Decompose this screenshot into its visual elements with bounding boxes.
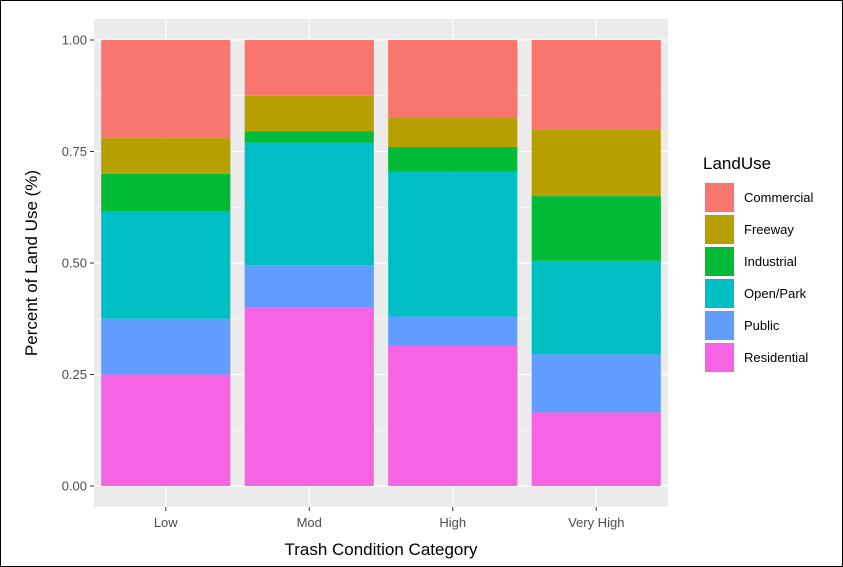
legend-title: LandUse xyxy=(703,154,771,173)
bar-segment-open-park xyxy=(101,211,231,319)
bar-segment-commercial xyxy=(531,40,661,130)
bar-segment-commercial xyxy=(101,40,231,139)
bar-segment-industrial xyxy=(101,173,231,212)
legend-swatch xyxy=(705,311,734,340)
y-tick-label: 0.50 xyxy=(62,256,87,271)
legend-swatch xyxy=(705,279,734,308)
bar-segment-public xyxy=(101,318,231,375)
legend-label: Residential xyxy=(744,350,808,365)
legend-label: Open/Park xyxy=(744,286,807,301)
bar-segment-public xyxy=(531,354,661,413)
bar-segment-open-park xyxy=(388,171,518,317)
bar-segment-public xyxy=(388,316,518,346)
bar-segment-freeway xyxy=(388,118,518,148)
x-tick-label: Mod xyxy=(297,515,322,530)
y-tick-label: 1.00 xyxy=(62,33,87,48)
bar-segment-industrial xyxy=(244,131,374,143)
bar-segment-industrial xyxy=(531,196,661,261)
legend-swatch xyxy=(705,343,734,372)
y-tick-label: 0.25 xyxy=(62,367,87,382)
legend-label: Industrial xyxy=(744,254,797,269)
x-tick-label: Very High xyxy=(568,515,624,530)
legend-swatch xyxy=(705,247,734,276)
bar-segment-residential xyxy=(388,345,518,486)
legend-swatch xyxy=(705,183,734,212)
bar-segment-open-park xyxy=(531,260,661,355)
bar-segment-open-park xyxy=(244,142,374,266)
bar-segment-commercial xyxy=(244,40,374,96)
legend-label: Public xyxy=(744,318,780,333)
y-tick-label: 0.00 xyxy=(62,479,87,494)
y-tick-label: 0.75 xyxy=(62,144,87,159)
bar-segment-residential xyxy=(101,374,231,486)
bar-segment-freeway xyxy=(531,129,661,197)
y-axis: 0.00 0.25 0.50 0.75 1.00 xyxy=(62,33,94,494)
y-axis-title: Percent of Land Use (%) xyxy=(22,170,41,356)
x-axis-title: Trash Condition Category xyxy=(284,540,478,559)
legend-label: Commercial xyxy=(744,190,813,205)
legend-swatch xyxy=(705,215,734,244)
x-tick-label: High xyxy=(439,515,466,530)
legend-label: Freeway xyxy=(744,222,794,237)
bar-segment-commercial xyxy=(388,40,518,119)
bar-stacks xyxy=(101,40,661,486)
bar-segment-residential xyxy=(244,307,374,486)
x-tick-label: Low xyxy=(154,515,178,530)
x-axis: Low Mod High Very High xyxy=(154,507,624,530)
bar-segment-residential xyxy=(531,412,661,486)
bar-segment-freeway xyxy=(244,95,374,132)
bar-segment-freeway xyxy=(101,138,231,174)
bar-segment-public xyxy=(244,265,374,308)
bar-segment-industrial xyxy=(388,147,518,172)
legend: LandUse Commercial Freeway Industrial Open/… xyxy=(703,154,813,373)
